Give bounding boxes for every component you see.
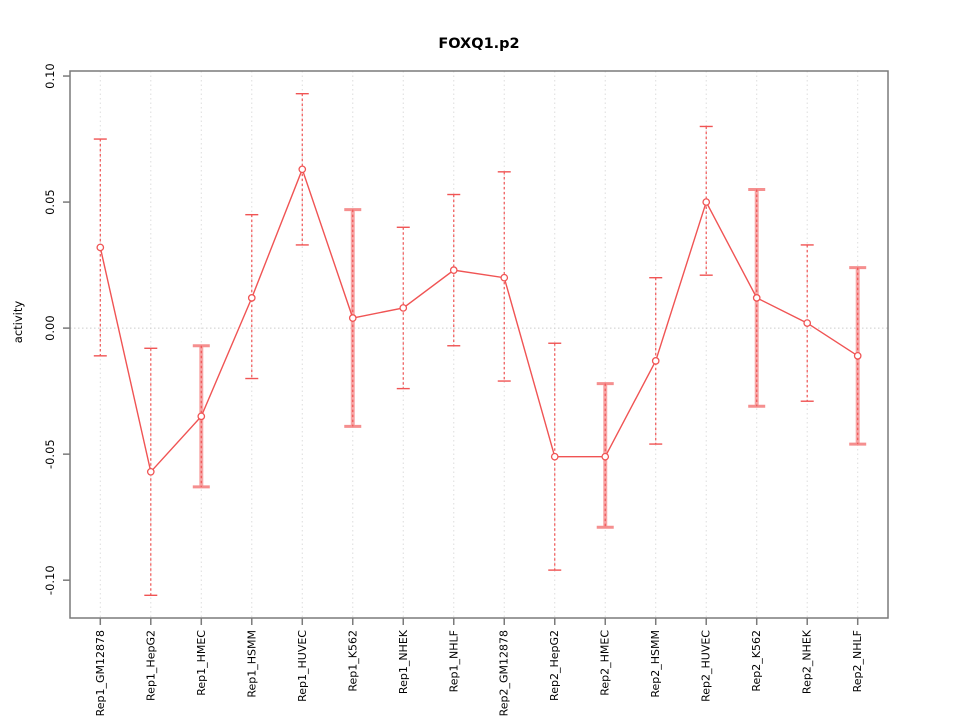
y-tick-label: -0.10	[43, 565, 57, 595]
x-tick-label: Rep1_HepG2	[144, 630, 157, 701]
x-tick-label: Rep1_K562	[346, 630, 359, 692]
y-axis-label: activity	[11, 301, 25, 344]
x-tick-label: Rep2_GM12878	[498, 630, 511, 716]
data-point	[197, 412, 206, 421]
data-point	[651, 357, 660, 365]
data-point	[146, 467, 155, 476]
x-tick-label: Rep1_GM12878	[94, 630, 107, 716]
data-point	[702, 198, 711, 206]
chart-title: FOXQ1.p2	[438, 36, 519, 52]
series-line	[99, 167, 859, 474]
data-point	[853, 351, 862, 360]
data-point	[298, 165, 307, 174]
x-tick-label: Rep2_NHLF	[851, 630, 864, 692]
x-tick-label: Rep1_NHEK	[397, 629, 410, 694]
x-tick-label: Rep1_HMEC	[195, 630, 208, 696]
plot-area: 0.10 0.05 0.00 -0.05 -0.10 Rep1_GM12878 Rep1_H…	[43, 63, 889, 716]
data-point	[601, 452, 610, 461]
x-tick-label: Rep1_NHLF	[447, 630, 460, 692]
x-tick-label: Rep1_HSMM	[245, 630, 258, 698]
data-point	[399, 304, 408, 312]
y-tick-label: -0.05	[43, 439, 57, 469]
data-point	[348, 314, 357, 322]
data-point	[550, 452, 559, 461]
x-tick-label: Rep2_NHEK	[801, 629, 814, 694]
data-point	[500, 273, 509, 282]
x-tick-label: Rep1_HUVEC	[296, 630, 309, 702]
x-tick-label: Rep2_HUVEC	[700, 630, 713, 702]
x-tick-label: Rep2_K562	[750, 630, 763, 692]
data-point	[752, 294, 761, 302]
x-tick-label: Rep2_HMEC	[599, 630, 612, 696]
x-tick-label: Rep2_HepG2	[548, 630, 561, 701]
data-point	[247, 294, 256, 302]
y-tick-label: 0.05	[43, 189, 57, 215]
data-point	[96, 243, 105, 252]
data-point	[449, 266, 458, 274]
data-point	[803, 319, 812, 327]
plot-frame	[69, 70, 889, 619]
y-tick-label: 0.00	[43, 315, 57, 341]
y-tick-label: 0.10	[43, 63, 57, 89]
x-tick-label: Rep2_HSMM	[649, 630, 662, 698]
